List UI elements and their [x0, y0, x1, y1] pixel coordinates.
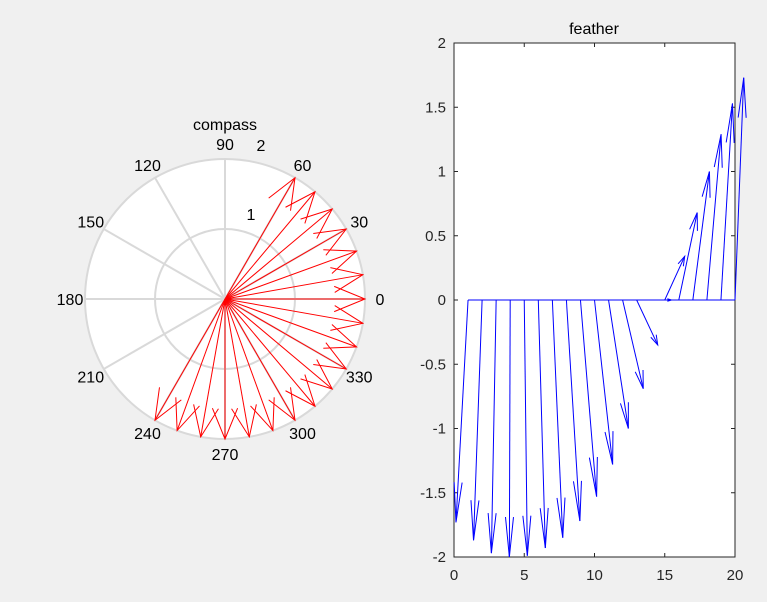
feather-vector — [692, 171, 711, 301]
feather-vector — [470, 299, 483, 541]
feather-vector — [551, 299, 566, 538]
compass-angle-label: 90 — [216, 137, 234, 154]
compass-angle-label: 120 — [134, 158, 161, 175]
compass-angle-label: 30 — [350, 215, 368, 232]
compass-plot: compass 1 2 0 30 60 90 120 150 180 210 240 270 300… — [57, 117, 385, 464]
compass-angle-label: 300 — [289, 426, 316, 443]
compass-vector — [193, 298, 226, 439]
feather-vector — [453, 299, 469, 523]
feather-vector — [608, 299, 629, 429]
compass-vector — [224, 228, 348, 300]
compass-vector — [224, 298, 358, 349]
compass-vector — [224, 298, 296, 422]
feather-y-tick-label: 0 — [438, 292, 446, 309]
compass-angle-label: 60 — [294, 158, 312, 175]
compass-angle-label: 330 — [346, 370, 373, 387]
compass-vector — [224, 298, 365, 331]
feather-vector — [664, 254, 686, 301]
compass-vector — [211, 299, 239, 441]
compass-radial-tick-1: 1 — [247, 207, 256, 224]
feather-title: feather — [569, 21, 619, 38]
compass-vector — [224, 267, 365, 300]
compass-vector — [224, 176, 296, 300]
feather-y-tick-label: 0.5 — [425, 228, 446, 245]
feather-vector — [636, 299, 659, 347]
compass-angle-label: 270 — [212, 447, 239, 464]
feather-y-tick-label: 1.5 — [425, 99, 446, 116]
feather-x-tick-label: 20 — [727, 567, 744, 584]
feather-vector — [734, 77, 747, 301]
compass-vector — [224, 298, 334, 390]
compass-angle-label: 180 — [57, 292, 84, 309]
compass-angle-labels: 0 30 60 90 120 150 180 210 240 270 300 330 — [57, 137, 385, 464]
compass-vector — [225, 285, 367, 313]
compass-arrows — [154, 176, 367, 441]
compass-vector — [154, 298, 226, 422]
compass-radial-tick-2: 2 — [257, 138, 266, 155]
feather-y-tick-label: 1 — [438, 164, 446, 181]
compass-vector — [224, 298, 316, 408]
compass-angle-label: 0 — [376, 292, 385, 309]
feather-vector — [594, 299, 614, 465]
feather-x-tick-label: 5 — [520, 567, 528, 584]
feather-y-tick-label: -2 — [433, 549, 446, 566]
compass-vector — [224, 298, 257, 439]
compass-vector — [224, 190, 316, 300]
feather-y-tick-label: 2 — [438, 35, 446, 52]
feather-arrows — [453, 77, 747, 558]
feather-x-tick-label: 0 — [450, 567, 458, 584]
compass-title: compass — [193, 117, 257, 134]
feather-x-tick-label: 15 — [656, 567, 673, 584]
feather-y-tick-label: -0.5 — [420, 356, 446, 373]
feather-vector — [487, 299, 497, 554]
feather-vector — [504, 299, 514, 558]
compass-angle-label: 150 — [77, 215, 104, 232]
compass-angle-label: 240 — [134, 426, 161, 443]
compass-vector — [224, 298, 275, 432]
feather-vector — [678, 212, 698, 301]
feather-y-tick-label: -1.5 — [420, 485, 446, 502]
feather-vector — [537, 299, 549, 549]
feather-vector — [650, 298, 674, 302]
feather-vector — [622, 299, 644, 389]
feather-plot: feather 0 5 10 15 20 -2 -1.5 -1 -0.5 0 0.5 1 1.5 2 — [420, 21, 747, 584]
feather-x-tick-label: 10 — [586, 567, 603, 584]
feather-ticks: 0 5 10 15 20 -2 -1.5 -1 -0.5 0 0.5 1 1.5 2 — [420, 35, 743, 584]
compass-vector — [224, 298, 348, 370]
feather-vector — [579, 299, 598, 497]
feather-vector — [565, 299, 582, 522]
feather-y-tick-label: -1 — [433, 421, 446, 438]
feather-vector — [720, 103, 735, 301]
compass-vector — [224, 208, 334, 300]
compass-angle-label: 210 — [77, 370, 104, 387]
feather-vector — [706, 134, 723, 301]
compass-vector — [175, 298, 226, 432]
compass-vector — [224, 249, 358, 300]
feather-vector — [522, 299, 532, 556]
